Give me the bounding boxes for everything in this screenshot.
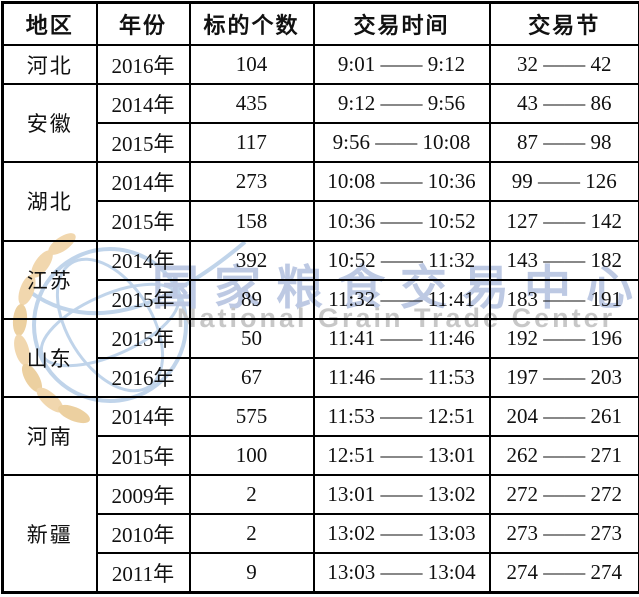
session-cell: 262 —— 271: [488, 435, 639, 477]
count-cell: 575: [188, 395, 315, 438]
session-cell: 127 —— 142: [488, 200, 639, 242]
session-cell: 183 —— 191: [488, 278, 639, 320]
count-cell: 2: [188, 513, 315, 555]
year-cell: 2009年: [95, 474, 191, 516]
session-cell: 32 —— 42: [488, 44, 639, 86]
session-cell: 143 —— 182: [488, 239, 639, 281]
year-cell: 2015年: [95, 278, 191, 320]
header-year: 年份: [95, 1, 191, 47]
table-row: 2016年 67 11:46 —— 11:53 197 —— 203: [3, 356, 639, 398]
header-session: 交易节: [488, 1, 639, 47]
table-row: 江苏 2014年 392 10:52 —— 11:32 143 —— 182: [1, 239, 639, 320]
session-cell: 273 —— 273: [488, 513, 639, 555]
session-cell: 87 —— 98: [488, 122, 639, 164]
time-cell: 13:01 —— 13:02: [312, 474, 491, 516]
count-cell: 435: [188, 83, 315, 125]
year-cell: 2016年: [95, 44, 191, 86]
count-cell: 100: [188, 435, 315, 477]
year-cell: 2014年: [95, 395, 191, 438]
table-row: 2010年 2 13:02 —— 13:03 273 —— 273: [3, 513, 639, 555]
time-cell: 11:32 —— 11:41: [312, 278, 491, 320]
header-region: 地区: [1, 1, 98, 47]
table-row: 湖北 2014年 273 10:08 —— 10:36 99 —— 126: [1, 161, 639, 242]
count-cell: 2: [188, 474, 315, 516]
count-cell: 158: [188, 200, 315, 242]
region-cell: 河南: [1, 395, 98, 477]
time-cell: 13:03 —— 13:04: [312, 552, 491, 594]
count-cell: 50: [188, 317, 315, 359]
session-cell: 272 —— 272: [488, 474, 639, 516]
time-cell: 9:56 —— 10:08: [312, 122, 491, 164]
time-cell: 10:08 —— 10:36: [312, 161, 491, 203]
table-row: 新疆 2009年 2 13:01 —— 13:02 272 —— 272: [1, 474, 639, 594]
time-cell: 11:53 —— 12:51: [312, 395, 491, 438]
year-cell: 2016年: [95, 356, 191, 398]
count-cell: 104: [188, 44, 315, 86]
region-cell: 湖北: [1, 161, 98, 242]
time-cell: 11:41 —— 11:46: [312, 317, 491, 359]
count-cell: 117: [188, 122, 315, 164]
session-cell: 192 —— 196: [488, 317, 639, 359]
time-cell: 9:01 —— 9:12: [312, 44, 491, 86]
table-row: 2015年 117 9:56 —— 10:08 87 —— 98: [3, 122, 639, 164]
session-cell: 197 —— 203: [488, 356, 639, 398]
time-cell: 10:52 —— 11:32: [312, 239, 491, 281]
table-row: 山东 2015年 50 11:41 —— 11:46 192 —— 196: [1, 317, 639, 398]
year-cell: 2015年: [95, 122, 191, 164]
table-row: 河南 2014年 575 11:53 —— 12:51 204 —— 261: [1, 395, 639, 477]
year-cell: 2014年: [95, 83, 191, 125]
table-row: 2015年 158 10:36 —— 10:52 127 —— 142: [3, 200, 639, 242]
time-cell: 9:12 —— 9:56: [312, 83, 491, 125]
header-row: 地区 年份 标的个数 交易时间 交易节: [1, 1, 639, 47]
region-cell: 新疆: [1, 474, 98, 594]
time-cell: 10:36 —— 10:52: [312, 200, 491, 242]
year-cell: 2015年: [95, 200, 191, 242]
count-cell: 273: [188, 161, 315, 203]
session-cell: 204 —— 261: [488, 395, 639, 438]
region-cell: 安徽: [1, 83, 98, 164]
time-cell: 12:51 —— 13:01: [312, 435, 491, 477]
count-cell: 89: [188, 278, 315, 320]
year-cell: 2015年: [95, 435, 191, 477]
region-cell: 山东: [1, 317, 98, 398]
count-cell: 9: [188, 552, 315, 594]
header-time: 交易时间: [312, 1, 491, 47]
count-cell: 67: [188, 356, 315, 398]
table-row: 2011年 9 13:03 —— 13:04 274 —— 274: [3, 552, 639, 594]
session-cell: 274 —— 274: [488, 552, 639, 594]
region-cell: 河北: [1, 44, 98, 86]
time-cell: 13:02 —— 13:03: [312, 513, 491, 555]
table-row: 安徽 2014年 435 9:12 —— 9:56 43 —— 86: [1, 83, 639, 164]
count-cell: 392: [188, 239, 315, 281]
table-row: 河北 2016年 104 9:01 —— 9:12 32 —— 42: [1, 44, 639, 86]
time-cell: 11:46 —— 11:53: [312, 356, 491, 398]
table-row: 2015年 89 11:32 —— 11:41 183 —— 191: [3, 278, 639, 320]
session-cell: 43 —— 86: [488, 83, 639, 125]
region-cell: 江苏: [1, 239, 98, 320]
year-cell: 2015年: [95, 317, 191, 359]
header-count: 标的个数: [188, 1, 315, 47]
year-cell: 2010年: [95, 513, 191, 555]
session-cell: 99 —— 126: [488, 161, 639, 203]
year-cell: 2014年: [95, 161, 191, 203]
year-cell: 2011年: [95, 552, 191, 594]
year-cell: 2014年: [95, 239, 191, 281]
table-row: 2015年 100 12:51 —— 13:01 262 —— 271: [3, 435, 639, 477]
